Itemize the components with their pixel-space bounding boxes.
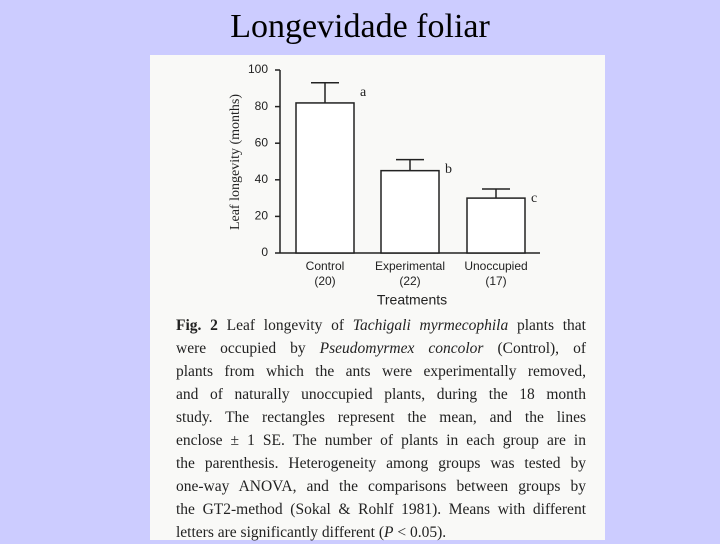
caption-line: the GT2-method (Sokal & Rohlf 1981). Mea… <box>176 498 586 521</box>
x-tick-label: Experimental <box>375 259 445 273</box>
x-tick-label: Unoccupied <box>464 259 527 273</box>
error-bar <box>396 158 424 171</box>
y-tick-label: 100 <box>248 62 268 76</box>
figure-caption: Fig. 2 Leaf longevity of Tachigali myrme… <box>176 314 586 544</box>
group-size: (20) <box>314 274 335 288</box>
caption-line: enclose ± 1 SE. The number of plants in … <box>176 429 586 452</box>
caption-text: Fig. 2 <box>176 317 218 334</box>
caption-text: < 0.05). <box>393 524 447 541</box>
caption-line: one-way ANOVA, and the comparisons betwe… <box>176 475 586 498</box>
caption-text: and of naturally unoccupied plants, duri… <box>176 386 586 403</box>
caption-line: study. The rectangles represent the mean… <box>176 406 586 429</box>
caption-text: the GT2-method (Sokal & Rohlf 1981). Mea… <box>176 501 586 518</box>
error-bar <box>482 188 510 199</box>
significance-letter: b <box>445 162 452 177</box>
significance-letter: a <box>360 85 367 100</box>
y-tick-label: 20 <box>255 209 269 223</box>
caption-text: Leaf longevity of <box>217 317 353 334</box>
scanned-figure <box>150 55 605 540</box>
caption-text: were occupied by <box>176 340 320 357</box>
caption-text: Tachigali myrmecophila <box>352 317 509 334</box>
y-tick-label: 40 <box>255 172 269 186</box>
x-tick-label: Control <box>306 259 345 273</box>
caption-text: the parenthesis. Heterogeneity among gro… <box>176 455 586 472</box>
group-size: (17) <box>485 274 506 288</box>
slide-title: Longevidade foliar <box>230 8 490 45</box>
y-axis-label: Leaf longevity (months) <box>228 94 243 230</box>
caption-text: Pseudomyrmex concolor <box>319 340 484 357</box>
bar <box>466 197 526 254</box>
caption-text: plants that <box>508 317 586 334</box>
caption-text: study. The rectangles represent the mean… <box>176 409 586 426</box>
y-tick-label: 80 <box>255 99 269 113</box>
caption-text: plants from which the ants were experime… <box>176 363 586 380</box>
caption-line: Fig. 2 Leaf longevity of Tachigali myrme… <box>176 314 586 337</box>
error-bar <box>311 82 339 103</box>
caption-text: enclose ± 1 SE. The number of plants in … <box>176 432 586 449</box>
y-tick-label: 0 <box>261 245 268 259</box>
y-tick-label: 60 <box>255 135 269 149</box>
caption-line: the parenthesis. Heterogeneity among gro… <box>176 452 586 475</box>
significance-letter: c <box>531 191 537 206</box>
group-size: (22) <box>399 274 420 288</box>
caption-text: one-way ANOVA, and the comparisons betwe… <box>176 478 586 495</box>
caption-line: and of naturally unoccupied plants, duri… <box>176 383 586 406</box>
caption-text: (Control), of <box>483 340 586 357</box>
bar <box>295 102 355 254</box>
x-axis-label: Treatments <box>377 292 447 308</box>
bar <box>380 169 440 254</box>
caption-text: P <box>384 524 394 541</box>
caption-line: were occupied by Pseudomyrmex concolor (… <box>176 337 586 360</box>
caption-line: plants from which the ants were experime… <box>176 360 586 383</box>
caption-line: letters are significantly different (P <… <box>176 521 586 544</box>
caption-text: letters are significantly different ( <box>176 524 385 541</box>
